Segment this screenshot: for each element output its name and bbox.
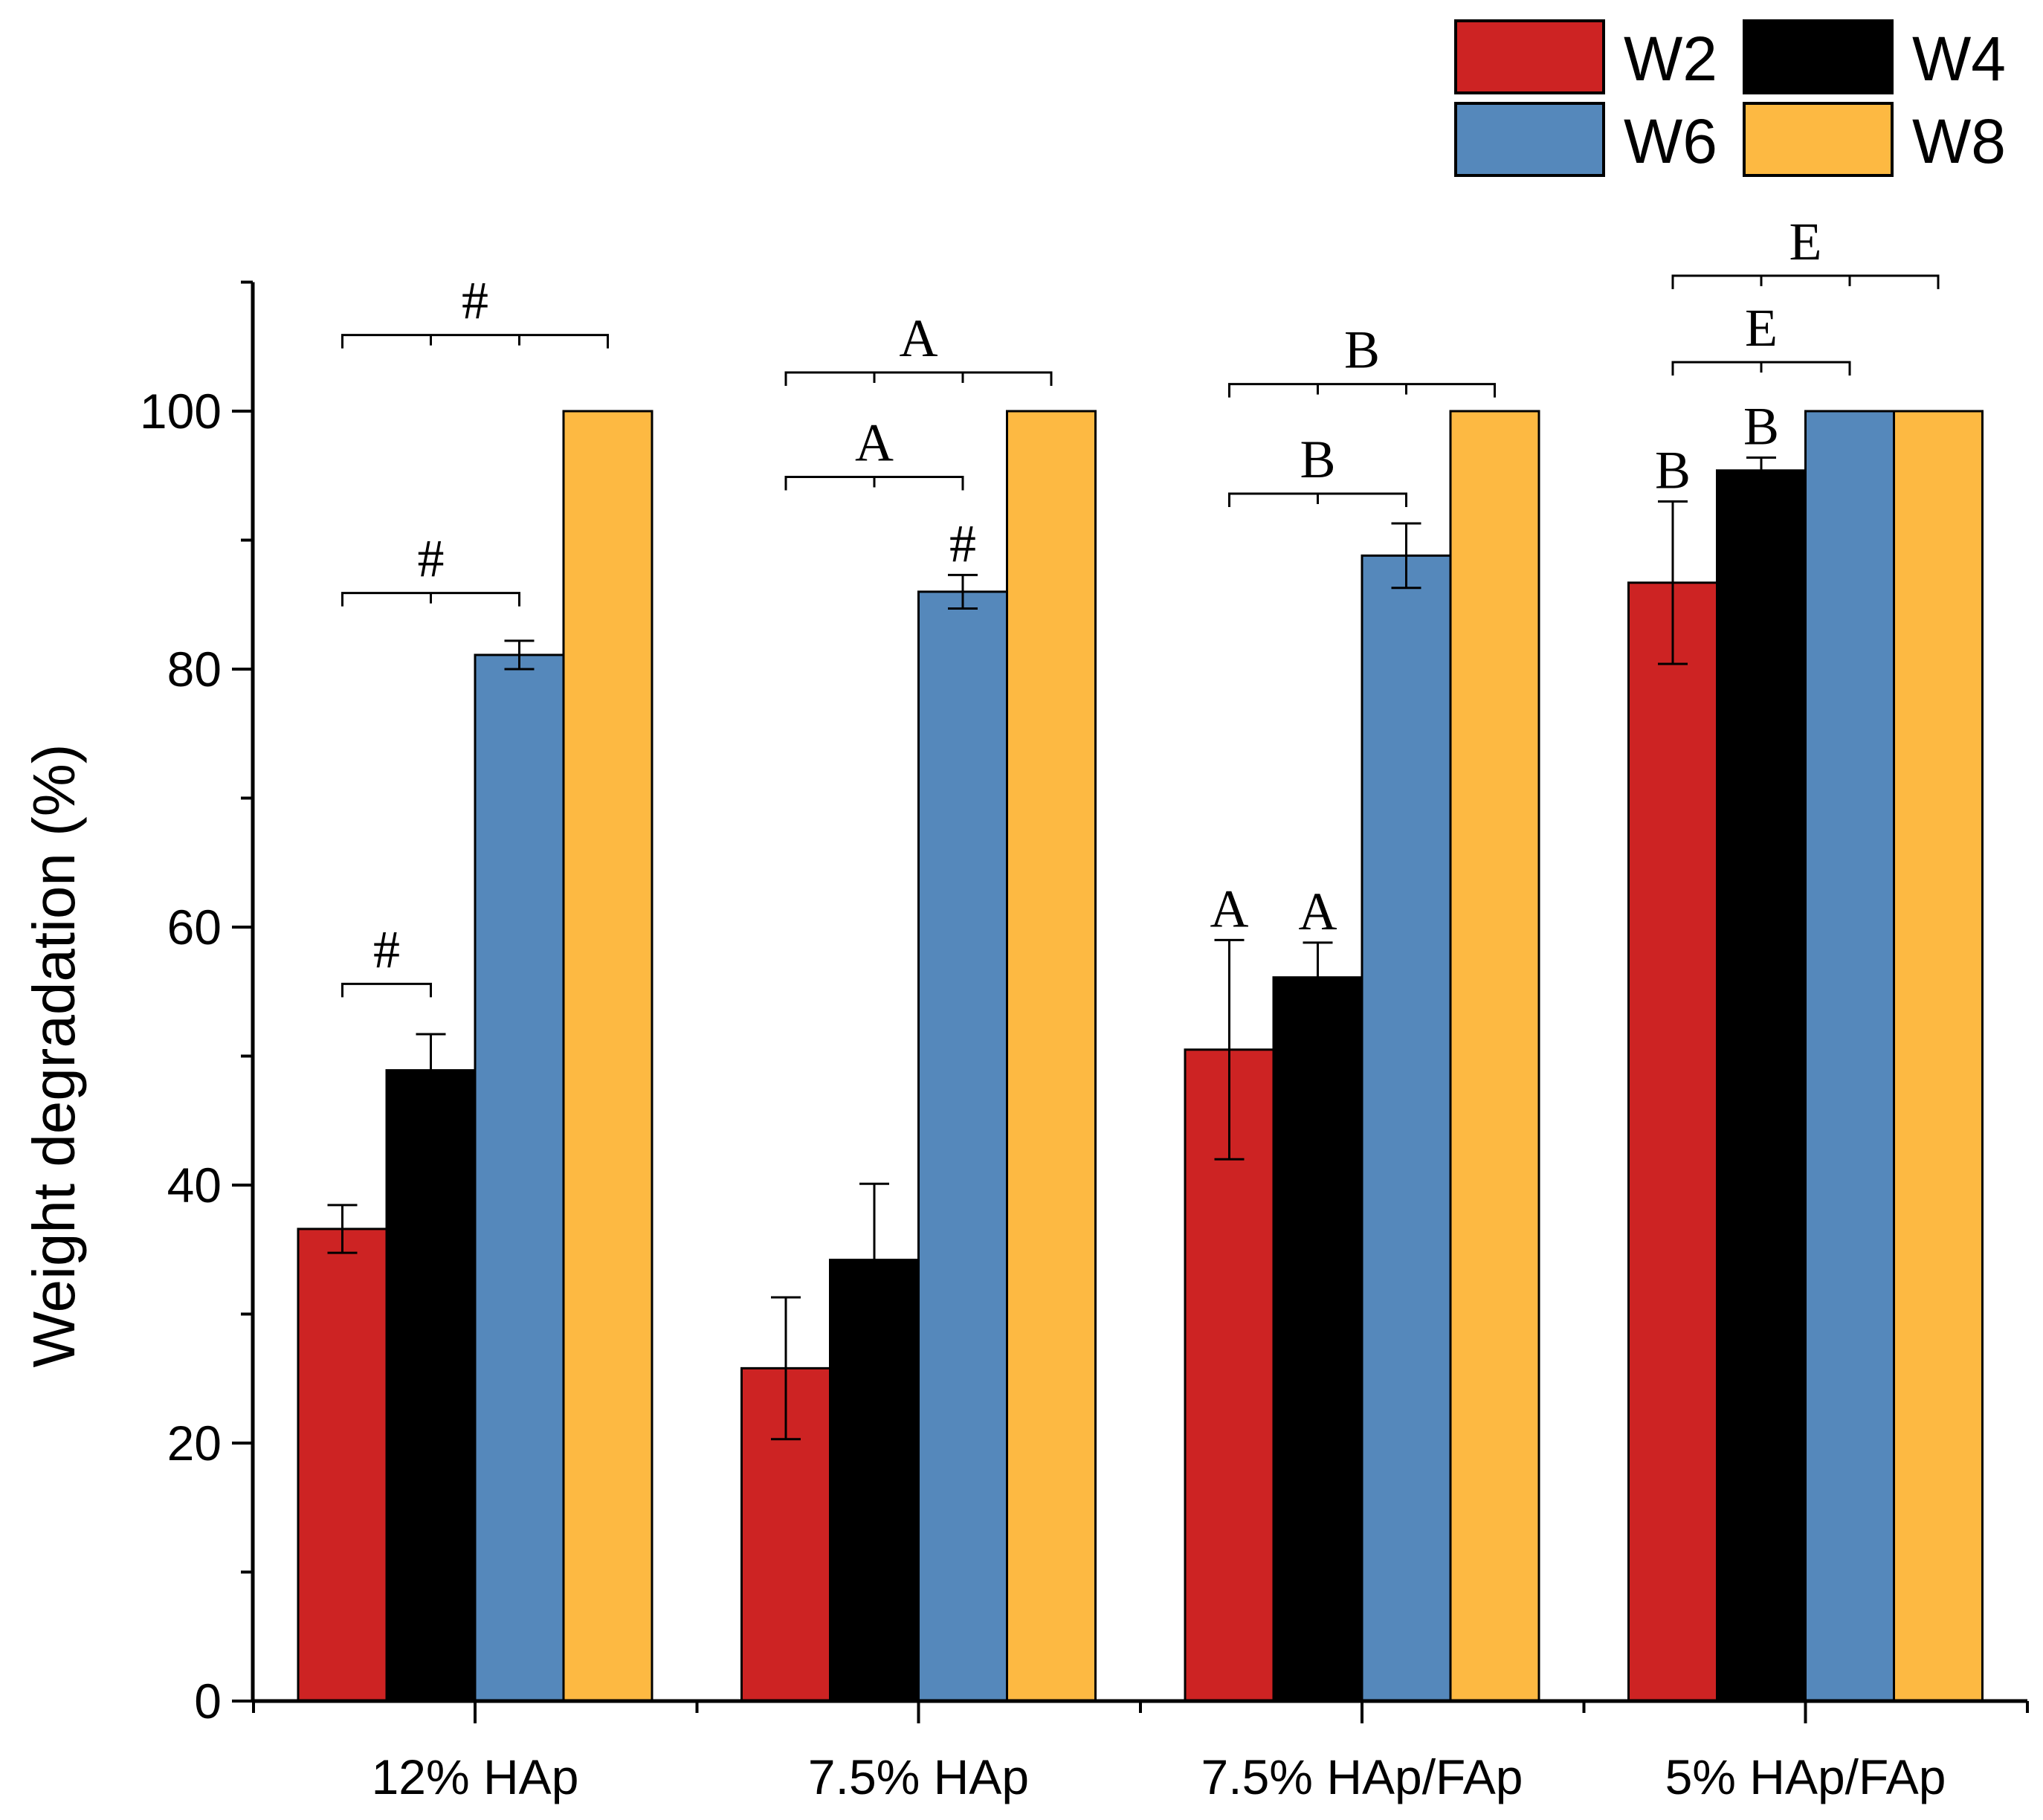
bar-w4	[1272, 976, 1363, 1703]
y-tick-label: 0	[194, 1674, 222, 1729]
error-bars-layer	[327, 456, 1776, 1441]
significance-bracket	[784, 475, 964, 491]
y-tick-label: 40	[167, 1158, 222, 1213]
legend-swatch-w4	[1743, 19, 1894, 94]
significance-label: #	[418, 529, 445, 589]
legend: W2 W4 W6 W8	[1454, 19, 2006, 177]
bar-w8	[562, 410, 653, 1703]
significance-label: A	[900, 309, 938, 368]
bar-w8	[1006, 410, 1097, 1703]
x-tick-label: 7.5% HAp/FAp	[1201, 1749, 1523, 1804]
error-bar	[416, 1033, 446, 1108]
error-bar	[327, 1204, 358, 1254]
legend-label-w6: W6	[1624, 106, 1717, 176]
error-bar	[1214, 938, 1245, 1161]
bar-w6	[1361, 554, 1452, 1703]
significance-bracket	[341, 334, 609, 349]
error-bar	[1658, 500, 1688, 665]
bars-layer	[297, 410, 1984, 1703]
error-bar	[1746, 456, 1776, 485]
legend-swatch-w6	[1454, 102, 1605, 177]
significance-bracket	[1228, 492, 1407, 508]
significance-label: E	[1745, 298, 1778, 358]
y-tick-label: 80	[167, 642, 222, 697]
legend-swatch-w2	[1454, 19, 1605, 94]
x-tick-label: 7.5% HAp	[808, 1749, 1029, 1804]
error-bar	[859, 1182, 889, 1337]
bar-w6	[917, 590, 1008, 1703]
legend-label-w8: W8	[1912, 106, 2006, 176]
x-tick-label: 5% HAp/FAp	[1665, 1749, 1946, 1804]
significance-bracket	[341, 592, 520, 607]
bar-w2	[1627, 581, 1718, 1703]
bar-w6	[1804, 410, 1895, 1703]
significance-label: B	[1344, 320, 1380, 380]
error-bar	[1303, 941, 1333, 1014]
significance-bracket	[1671, 361, 1851, 376]
y-tick-label: 100	[140, 384, 222, 439]
error-bar	[1391, 522, 1421, 590]
significance-label: #	[373, 920, 400, 979]
significance-label: B	[1655, 440, 1691, 500]
significance-label: A	[855, 413, 894, 472]
bar-w4	[1716, 469, 1807, 1703]
legend-label-w4: W4	[1912, 24, 2006, 94]
legend-swatch-w8	[1743, 102, 1894, 177]
significance-label: A	[1299, 882, 1337, 941]
significance-label: A	[1210, 879, 1249, 938]
significance-label: #	[949, 514, 976, 573]
y-tick-label: 20	[167, 1416, 222, 1471]
significance-label: B	[1743, 396, 1779, 456]
y-tick-label: 60	[167, 900, 222, 955]
error-bar	[504, 639, 535, 671]
legend-label-w2: W2	[1624, 24, 1717, 94]
significance-bracket	[341, 982, 432, 998]
significance-label: #	[462, 271, 488, 331]
y-axis-title: Weight degradation (%)	[21, 744, 87, 1368]
bar-w4	[385, 1069, 477, 1703]
bar-w6	[474, 654, 565, 1703]
error-bar	[948, 573, 978, 610]
significance-label: E	[1789, 212, 1822, 271]
significance-bracket	[784, 371, 1053, 386]
significance-label: B	[1300, 430, 1335, 489]
significance-bracket	[1671, 274, 1940, 289]
x-tick-label: 12% HAp	[372, 1749, 579, 1804]
bar-w2	[297, 1227, 388, 1703]
bar-w8	[1893, 410, 1984, 1703]
error-bar	[771, 1296, 801, 1441]
significance-bracket	[1228, 383, 1496, 398]
bar-w8	[1449, 410, 1540, 1703]
axes-layer: 0 20 40 60 80 100 12% HAp 7.5% HAp 7.5% HAp/FAp 5…	[140, 280, 2029, 1804]
